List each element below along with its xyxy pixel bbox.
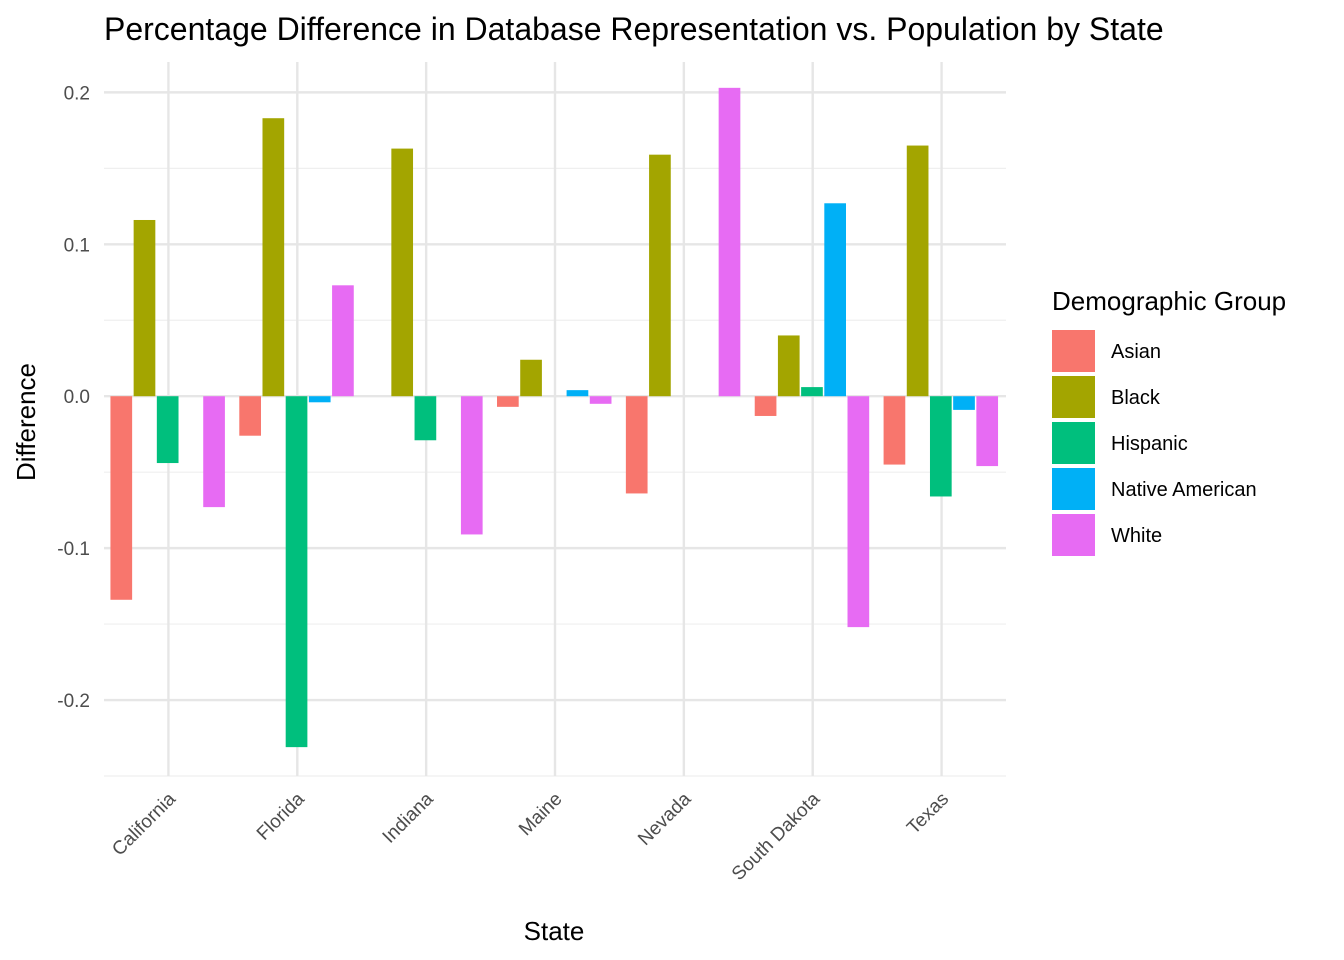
legend: Demographic Group Asian Black Hispanic Nati…: [1052, 286, 1286, 556]
y-tick-label: 0.2: [64, 83, 90, 104]
bar-black-florida: [262, 118, 285, 397]
bar-native-american-florida: [308, 396, 331, 403]
bar-black-texas: [906, 145, 929, 397]
bar-black-nevada: [649, 154, 671, 397]
bar-asian-nevada: [625, 396, 648, 494]
bar-white-texas: [976, 396, 999, 467]
bars: [110, 87, 999, 748]
bar-asian-california: [110, 396, 133, 600]
y-tick-label: -0.2: [57, 691, 90, 712]
chart-title: Percentage Difference in Database Repres…: [104, 11, 1164, 47]
bar-asian-texas: [883, 396, 906, 465]
bar-black-south-dakota: [777, 335, 800, 397]
bar-white-south-dakota: [847, 396, 870, 628]
bar-hispanic-indiana: [414, 396, 437, 441]
legend-swatch: [1052, 468, 1095, 510]
legend-swatch: [1052, 376, 1095, 418]
bar-black-indiana: [391, 148, 414, 397]
legend-label: Hispanic: [1111, 433, 1188, 455]
bar-hispanic-texas: [929, 396, 952, 497]
legend-swatch: [1052, 422, 1095, 464]
y-tick-label: 0.0: [64, 387, 90, 408]
bar-white-indiana: [460, 396, 483, 535]
x-tick-label: South Dakota: [728, 788, 825, 885]
legend-label: White: [1111, 525, 1162, 547]
bar-asian-south-dakota: [754, 396, 777, 416]
bar-white-maine: [589, 396, 612, 404]
legend-label: Asian: [1111, 341, 1161, 363]
legend-items: Asian Black Hispanic Native American White: [1052, 330, 1257, 556]
legend-title: Demographic Group: [1052, 286, 1286, 316]
y-tick-label: -0.1: [57, 539, 90, 560]
bar-asian-maine: [497, 396, 519, 407]
y-axis-title: Difference: [11, 363, 41, 481]
legend-swatch: [1052, 514, 1095, 556]
bar-white-california: [203, 396, 225, 508]
bar-white-nevada: [718, 87, 741, 397]
bar-native-american-maine: [566, 390, 589, 397]
x-tick-label: California: [108, 788, 180, 860]
bar-hispanic-florida: [285, 396, 308, 748]
x-tick-label: Florida: [253, 788, 309, 844]
x-tick-label: Maine: [515, 789, 566, 840]
bar-native-american-texas: [953, 396, 975, 410]
bar-black-maine: [520, 359, 542, 397]
y-tick-label: 0.1: [64, 235, 90, 256]
x-tick-label: Nevada: [634, 788, 695, 849]
bar-black-california: [133, 219, 156, 397]
legend-label: Black: [1111, 387, 1161, 409]
legend-swatch: [1052, 330, 1095, 372]
bar-asian-florida: [239, 396, 261, 436]
bar-white-florida: [332, 285, 354, 397]
bar-hispanic-california: [156, 396, 179, 464]
x-tick-label: Indiana: [379, 788, 438, 847]
legend-label: Native American: [1111, 479, 1257, 501]
x-axis-ticks: California Florida Indiana Maine Nevada South…: [108, 788, 953, 885]
x-tick-label: Texas: [903, 789, 953, 839]
y-axis-ticks: -0.2 -0.1 0.0 0.1 0.2: [57, 83, 90, 712]
bar-native-american-south-dakota: [824, 203, 846, 397]
bar-hispanic-south-dakota: [801, 387, 823, 397]
x-axis-title: State: [524, 916, 585, 946]
